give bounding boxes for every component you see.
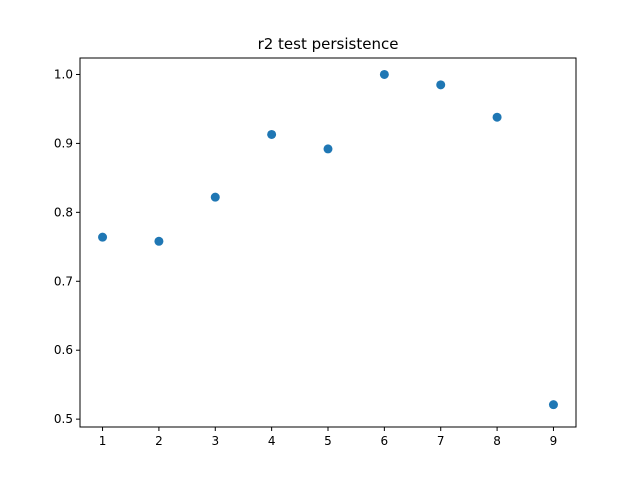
data-point — [492, 112, 502, 122]
y-tick-label: 0.8 — [54, 205, 73, 219]
data-point — [379, 69, 389, 79]
data-point — [267, 129, 277, 139]
data-point — [323, 144, 333, 154]
x-tick-label: 6 — [381, 434, 389, 448]
chart-title: r2 test persistence — [258, 35, 399, 53]
x-tick-label: 2 — [155, 434, 163, 448]
x-tick-label: 5 — [324, 434, 332, 448]
data-point — [436, 80, 446, 90]
y-tick-label: 0.6 — [54, 343, 73, 357]
data-point — [154, 236, 164, 246]
x-tick-label: 9 — [550, 434, 558, 448]
plot-area-frame — [79, 57, 577, 428]
y-tick-label: 1.0 — [54, 67, 73, 81]
x-tick-label: 8 — [493, 434, 501, 448]
data-point — [98, 232, 108, 242]
y-tick-label: 0.9 — [54, 136, 73, 150]
y-tick-label: 0.5 — [54, 412, 73, 426]
data-points — [98, 69, 558, 410]
axis-ticks: 1 2 3 4 5 6 7 8 9 0.5 0.6 0.7 0.8 0.9 1.0 — [54, 67, 557, 448]
x-tick-label: 4 — [268, 434, 276, 448]
data-point — [210, 192, 220, 202]
data-point — [548, 400, 558, 410]
x-tick-label: 3 — [211, 434, 219, 448]
x-tick-label: 7 — [437, 434, 445, 448]
x-tick-label: 1 — [99, 434, 107, 448]
y-tick-label: 0.7 — [54, 274, 73, 288]
